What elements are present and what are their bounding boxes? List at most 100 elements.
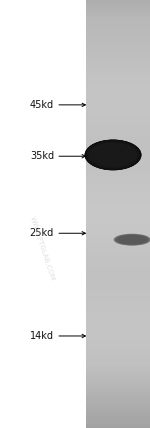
Bar (86, 61, 150, 63)
Bar (86, 80, 150, 81)
Bar (86, 394, 150, 395)
Bar (86, 23, 150, 24)
Bar (86, 288, 150, 290)
Bar (86, 108, 150, 110)
Bar (86, 194, 150, 196)
Bar (86, 277, 150, 278)
Bar (86, 401, 150, 402)
Ellipse shape (87, 141, 139, 169)
Bar (86, 154, 150, 155)
Bar (86, 144, 150, 146)
Bar (86, 153, 150, 154)
Bar (86, 161, 150, 163)
Bar (86, 27, 150, 29)
Ellipse shape (87, 141, 140, 169)
Bar (86, 411, 150, 412)
Bar (86, 232, 150, 234)
Bar (86, 287, 150, 288)
Bar (86, 380, 150, 381)
Bar (86, 130, 150, 131)
Bar (86, 382, 150, 384)
Bar (86, 404, 150, 405)
Bar (86, 76, 150, 77)
Bar (86, 136, 150, 137)
Bar (86, 311, 150, 312)
Text: 14kd: 14kd (30, 331, 54, 341)
Bar (86, 106, 150, 107)
Bar (86, 8, 150, 9)
Bar (86, 417, 150, 419)
Bar (86, 371, 150, 372)
Ellipse shape (116, 235, 149, 245)
Bar (86, 320, 150, 321)
Text: WWW.PTGLAB.COM: WWW.PTGLAB.COM (29, 215, 55, 281)
Bar (86, 36, 150, 37)
Bar (86, 33, 150, 34)
Bar (86, 188, 150, 190)
Bar (86, 264, 150, 265)
Bar (86, 281, 150, 282)
Bar (86, 422, 150, 423)
Bar (86, 46, 150, 47)
Bar (86, 10, 150, 11)
Bar (86, 382, 150, 383)
Bar (86, 425, 150, 426)
Bar (86, 248, 150, 250)
Bar (86, 354, 150, 355)
Ellipse shape (89, 143, 137, 167)
Bar (86, 395, 150, 397)
Bar (86, 364, 150, 365)
Bar (86, 89, 150, 90)
Bar (86, 345, 150, 347)
Bar (86, 420, 150, 422)
Bar (86, 87, 150, 89)
Bar (86, 40, 150, 42)
Bar (86, 295, 150, 297)
Ellipse shape (90, 143, 136, 166)
Bar (86, 321, 150, 322)
Bar (86, 367, 150, 368)
Bar (86, 78, 150, 80)
Bar (86, 273, 150, 274)
Bar (86, 123, 150, 124)
Bar (86, 312, 150, 314)
Bar (86, 375, 150, 377)
Bar (86, 385, 150, 386)
Bar (86, 117, 150, 119)
Bar (86, 423, 150, 424)
Bar (86, 9, 150, 10)
Bar (86, 341, 150, 342)
Bar (86, 190, 150, 191)
Bar (86, 274, 150, 275)
Bar (86, 416, 150, 417)
Bar (86, 422, 150, 424)
Bar (86, 181, 150, 183)
Bar (86, 367, 150, 368)
Bar (86, 294, 150, 295)
Bar (86, 224, 150, 226)
Bar (86, 315, 150, 317)
Bar (86, 63, 150, 64)
Ellipse shape (114, 234, 150, 245)
Bar (86, 384, 150, 385)
Ellipse shape (87, 142, 139, 168)
Bar (86, 389, 150, 391)
Bar (86, 0, 150, 1)
Bar (86, 20, 150, 21)
Bar (86, 403, 150, 404)
Ellipse shape (89, 143, 137, 167)
Bar (86, 369, 150, 370)
Bar (86, 133, 150, 134)
Ellipse shape (85, 140, 141, 170)
Ellipse shape (114, 234, 150, 245)
Bar (86, 29, 150, 30)
Ellipse shape (90, 143, 136, 166)
Bar (86, 44, 150, 46)
Bar (86, 400, 150, 401)
Bar (86, 347, 150, 348)
Bar (86, 17, 150, 18)
Bar (86, 282, 150, 284)
Bar (86, 350, 150, 351)
Bar (86, 93, 150, 94)
Bar (86, 16, 150, 17)
